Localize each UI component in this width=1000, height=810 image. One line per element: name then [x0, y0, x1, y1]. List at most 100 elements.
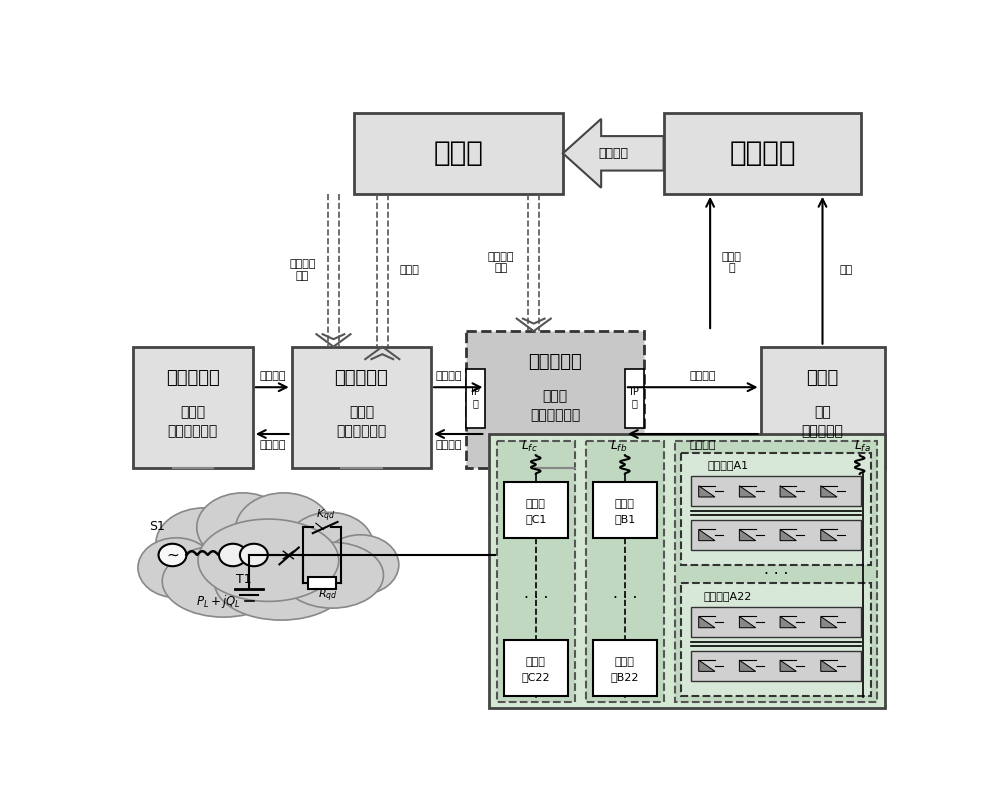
Text: 反馈信息: 反馈信息 [259, 440, 286, 450]
Bar [691, 520, 861, 550]
Bar [593, 640, 657, 696]
Ellipse shape [162, 545, 285, 617]
Bar [466, 369, 485, 428]
Text: 级联模: 级联模 [615, 657, 635, 667]
Text: 电压电
流: 电压电 流 [722, 252, 742, 273]
Polygon shape [699, 660, 715, 671]
Text: S1: S1 [149, 521, 165, 534]
Ellipse shape [138, 538, 215, 598]
Polygon shape [739, 616, 756, 628]
Bar [292, 347, 431, 468]
Circle shape [159, 544, 186, 566]
Text: 级联模块A1: 级联模块A1 [707, 460, 749, 470]
Polygon shape [821, 616, 837, 628]
Text: IP
核: IP 核 [630, 387, 639, 408]
Bar [504, 482, 568, 538]
Text: $P_L+jQ_L$: $P_L+jQ_L$ [196, 593, 241, 610]
Bar [681, 583, 871, 696]
Text: 工作条件: 工作条件 [259, 371, 286, 381]
Text: 反馈信息: 反馈信息 [435, 440, 462, 450]
Bar [691, 476, 861, 506]
Text: ~: ~ [166, 548, 179, 562]
Text: 控制器: 控制器 [433, 139, 483, 168]
Bar [691, 650, 861, 680]
Text: 器件级模型: 器件级模型 [528, 353, 582, 371]
Text: T1: T1 [236, 573, 251, 586]
Text: 块B1: 块B1 [614, 514, 636, 524]
Bar [681, 453, 871, 565]
Text: 毫秒级: 毫秒级 [180, 405, 205, 419]
Text: 理想开关
函数: 理想开关 函数 [289, 259, 316, 281]
Text: 微秒级: 微秒级 [349, 405, 374, 419]
Text: 工作条件: 工作条件 [435, 371, 462, 381]
Text: 温度: 温度 [839, 266, 852, 275]
Ellipse shape [198, 519, 339, 601]
Text: IP
核: IP 核 [471, 387, 480, 408]
Text: · · ·: · · · [613, 591, 637, 606]
Bar [489, 434, 885, 709]
Circle shape [219, 544, 247, 566]
Bar [466, 331, 644, 468]
Polygon shape [563, 119, 664, 188]
Bar [625, 369, 644, 428]
Bar [675, 441, 877, 702]
Text: 块B22: 块B22 [611, 672, 639, 682]
Text: $L_{fc}$: $L_{fc}$ [521, 439, 538, 454]
Ellipse shape [235, 492, 332, 568]
Ellipse shape [286, 513, 373, 578]
Text: $L_{fb}$: $L_{fb}$ [610, 439, 627, 454]
Text: 电磁暂态过程: 电磁暂态过程 [336, 424, 386, 438]
Polygon shape [699, 530, 715, 540]
Text: 热模型: 热模型 [806, 369, 839, 387]
Text: 块C22: 块C22 [521, 672, 550, 682]
Polygon shape [739, 486, 756, 497]
Text: 故障信号: 故障信号 [598, 147, 628, 160]
Text: 理想开关
函数: 理想开关 函数 [488, 252, 514, 273]
Text: 机电暂态过程: 机电暂态过程 [168, 424, 218, 438]
Bar [354, 113, 563, 194]
Text: 热动态过程: 热动态过程 [802, 424, 843, 438]
Polygon shape [821, 660, 837, 671]
Text: 输出量: 输出量 [399, 266, 419, 275]
Ellipse shape [322, 535, 399, 595]
Text: 系统级模型: 系统级模型 [166, 369, 220, 387]
Bar [593, 482, 657, 538]
Polygon shape [821, 530, 837, 540]
Text: 级联模: 级联模 [526, 499, 546, 509]
Circle shape [240, 544, 268, 566]
Ellipse shape [156, 508, 253, 580]
Polygon shape [780, 660, 796, 671]
Polygon shape [780, 486, 796, 497]
Bar [497, 441, 574, 702]
Text: 纳秒级: 纳秒级 [543, 390, 568, 403]
Text: 块C1: 块C1 [525, 514, 546, 524]
Text: 管芯温度: 管芯温度 [689, 440, 716, 450]
Bar [664, 113, 861, 194]
Polygon shape [699, 616, 715, 628]
Ellipse shape [281, 542, 383, 608]
Ellipse shape [215, 545, 348, 620]
Text: 装置级模型: 装置级模型 [334, 369, 388, 387]
Bar [691, 608, 861, 637]
Text: 级联模块A22: 级联模块A22 [704, 591, 752, 601]
Polygon shape [780, 530, 796, 540]
Text: 级联模: 级联模 [526, 657, 546, 667]
Text: 保护系统: 保护系统 [729, 139, 796, 168]
Text: 秒级: 秒级 [814, 405, 831, 419]
Text: $L_{fa}$: $L_{fa}$ [854, 439, 871, 454]
Text: · · ·: · · · [764, 567, 788, 582]
Text: 级联模: 级联模 [615, 499, 635, 509]
Bar [133, 347, 253, 468]
Text: 开关暂态过程: 开关暂态过程 [530, 408, 580, 422]
Text: 功率损耗: 功率损耗 [689, 371, 716, 381]
Polygon shape [821, 486, 837, 497]
Ellipse shape [197, 492, 289, 561]
Bar [586, 441, 664, 702]
Bar [761, 347, 885, 468]
Text: $K_{qd}$: $K_{qd}$ [316, 508, 336, 524]
Polygon shape [699, 486, 715, 497]
Polygon shape [739, 660, 756, 671]
Text: · · ·: · · · [524, 591, 548, 606]
Polygon shape [780, 616, 796, 628]
Text: $R_{qd}$: $R_{qd}$ [318, 587, 338, 603]
